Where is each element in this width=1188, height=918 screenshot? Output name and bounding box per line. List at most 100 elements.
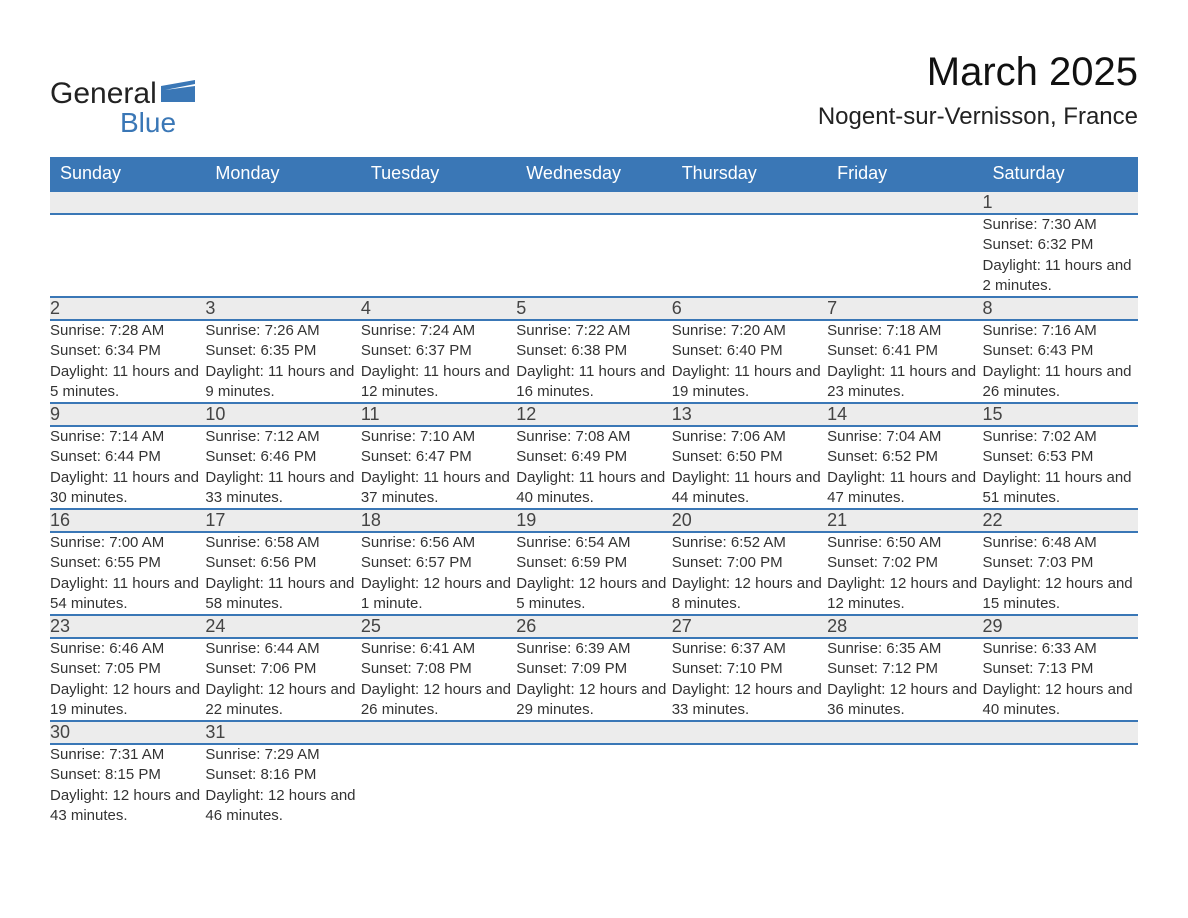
day-detail-cell: Sunrise: 7:04 AM Sunset: 6:52 PM Daylight:…	[827, 426, 982, 509]
sunset-line: Sunset: 6:57 PM	[361, 554, 472, 571]
daylight-line: Daylight: 12 hours and 22 minutes.	[205, 681, 355, 718]
day-number-cell	[50, 191, 205, 214]
day-number-cell	[672, 191, 827, 214]
sunrise-line: Sunrise: 6:46 AM	[50, 640, 164, 657]
daylight-line: Daylight: 11 hours and 51 minutes.	[983, 469, 1132, 506]
sunrise-line: Sunrise: 6:52 AM	[672, 534, 786, 551]
sunset-line: Sunset: 7:03 PM	[983, 554, 1094, 571]
sunrise-line: Sunrise: 6:48 AM	[983, 534, 1097, 551]
day-number-cell: 7	[827, 297, 982, 320]
weekday-header-row: SundayMondayTuesdayWednesdayThursdayFrid…	[50, 157, 1138, 191]
sunset-line: Sunset: 7:10 PM	[672, 660, 783, 677]
day-detail-cell: Sunrise: 7:31 AM Sunset: 8:15 PM Daylight:…	[50, 744, 205, 826]
daylight-line: Daylight: 12 hours and 5 minutes.	[516, 575, 666, 612]
daylight-line: Daylight: 12 hours and 29 minutes.	[516, 681, 666, 718]
sunset-line: Sunset: 6:44 PM	[50, 448, 161, 465]
sunrise-line: Sunrise: 7:02 AM	[983, 428, 1097, 445]
day-number-cell	[516, 191, 671, 214]
day-number-cell: 20	[672, 509, 827, 532]
sunset-line: Sunset: 7:02 PM	[827, 554, 938, 571]
sunrise-line: Sunrise: 6:41 AM	[361, 640, 475, 657]
day-detail-cell	[361, 214, 516, 297]
day-number-cell: 30	[50, 721, 205, 744]
sunset-line: Sunset: 6:38 PM	[516, 342, 627, 359]
weekday-header: Thursday	[672, 157, 827, 191]
daylight-line: Daylight: 11 hours and 2 minutes.	[983, 257, 1132, 294]
daylight-line: Daylight: 11 hours and 47 minutes.	[827, 469, 976, 506]
day-detail-cell	[983, 744, 1138, 826]
daylight-line: Daylight: 12 hours and 43 minutes.	[50, 787, 200, 824]
weekday-header: Sunday	[50, 157, 205, 191]
daylight-line: Daylight: 11 hours and 58 minutes.	[205, 575, 354, 612]
day-detail-cell: Sunrise: 7:08 AMSunset: 6:49 PMDaylight:…	[516, 426, 671, 509]
day-number-row: 16171819202122	[50, 509, 1138, 532]
sunrise-line: Sunrise: 7:20 AM	[672, 322, 786, 339]
daylight-line: Daylight: 11 hours and 5 minutes.	[50, 363, 199, 400]
day-number-cell: 24	[205, 615, 360, 638]
day-detail-cell: Sunrise: 6:41 AMSunset: 7:08 PMDaylight:…	[361, 638, 516, 721]
day-detail-cell: Sunrise: 6:35 AMSunset: 7:12 PMDaylight:…	[827, 638, 982, 721]
day-number-cell	[361, 721, 516, 744]
sunset-line: Sunset: 6:47 PM	[361, 448, 472, 465]
daylight-line: Daylight: 12 hours and 46 minutes.	[205, 787, 355, 824]
sunset-line: Sunset: 7:06 PM	[205, 660, 316, 677]
sunrise-line: Sunrise: 7:18 AM	[827, 322, 941, 339]
day-detail-row: Sunrise: 7:28 AMSunset: 6:34 PMDaylight:…	[50, 320, 1138, 403]
sunset-line: Sunset: 6:34 PM	[50, 342, 161, 359]
day-detail-cell: Sunrise: 6:50 AMSunset: 7:02 PMDaylight:…	[827, 532, 982, 615]
sunset-line: Sunset: 7:00 PM	[672, 554, 783, 571]
day-detail-cell	[50, 214, 205, 297]
sunrise-line: Sunrise: 7:12 AM	[205, 428, 319, 445]
sunrise-line: Sunrise: 6:39 AM	[516, 640, 630, 657]
sunrise-line: Sunrise: 6:33 AM	[983, 640, 1097, 657]
sunset-line: Sunset: 6:40 PM	[672, 342, 783, 359]
sunrise-line: Sunrise: 7:24 AM	[361, 322, 475, 339]
brand-word-2: Blue	[120, 107, 195, 139]
sunset-line: Sunset: 6:41 PM	[827, 342, 938, 359]
day-number-cell: 23	[50, 615, 205, 638]
page-title: March 2025	[818, 50, 1138, 95]
day-detail-cell	[361, 744, 516, 826]
day-detail-row: Sunrise: 7:00 AMSunset: 6:55 PMDaylight:…	[50, 532, 1138, 615]
sunrise-line: Sunrise: 6:56 AM	[361, 534, 475, 551]
sunset-line: Sunset: 6:35 PM	[205, 342, 316, 359]
sunrise-line: Sunrise: 7:29 AM	[205, 746, 319, 763]
sunrise-line: Sunrise: 7:31 AM	[50, 746, 164, 763]
daylight-line: Daylight: 11 hours and 54 minutes.	[50, 575, 199, 612]
day-number-row: 1	[50, 191, 1138, 214]
sunrise-line: Sunrise: 6:37 AM	[672, 640, 786, 657]
day-detail-cell	[827, 744, 982, 826]
day-number-cell: 4	[361, 297, 516, 320]
day-number-cell: 5	[516, 297, 671, 320]
day-detail-row: Sunrise: 6:46 AM Sunset: 7:05 PM Daylight:…	[50, 638, 1138, 721]
daylight-line: Daylight: 12 hours and 8 minutes.	[672, 575, 822, 612]
sunset-line: Sunset: 7:12 PM	[827, 660, 938, 677]
daylight-line: Daylight: 11 hours and 23 minutes.	[827, 363, 976, 400]
day-detail-cell	[205, 214, 360, 297]
sunset-line: Sunset: 7:05 PM	[50, 660, 161, 677]
daylight-line: Daylight: 12 hours and 12 minutes.	[827, 575, 977, 612]
sunset-line: Sunset: 6:52 PM	[827, 448, 938, 465]
day-detail-cell	[516, 744, 671, 826]
day-number-cell: 19	[516, 509, 671, 532]
day-number-cell: 15	[983, 403, 1138, 426]
daylight-line: Daylight: 12 hours and 1 minute.	[361, 575, 511, 612]
sunrise-line: Sunrise: 6:44 AM	[205, 640, 319, 657]
sunrise-line: Sunrise: 7:26 AM	[205, 322, 319, 339]
day-detail-cell: Sunrise: 7:22 AMSunset: 6:38 PMDaylight:…	[516, 320, 671, 403]
flag-icon	[161, 80, 195, 107]
day-detail-cell: Sunrise: 7:24 AMSunset: 6:37 PMDaylight:…	[361, 320, 516, 403]
sunset-line: Sunset: 6:53 PM	[983, 448, 1094, 465]
sunrise-line: Sunrise: 6:35 AM	[827, 640, 941, 657]
sunset-line: Sunset: 7:13 PM	[983, 660, 1094, 677]
daylight-line: Daylight: 11 hours and 26 minutes.	[983, 363, 1132, 400]
weekday-header: Friday	[827, 157, 982, 191]
day-number-cell	[827, 721, 982, 744]
day-number-cell	[361, 191, 516, 214]
day-number-cell: 25	[361, 615, 516, 638]
sunset-line: Sunset: 8:15 PM	[50, 766, 161, 783]
daylight-line: Daylight: 12 hours and 26 minutes.	[361, 681, 511, 718]
sunrise-line: Sunrise: 7:04 AM	[827, 428, 941, 445]
day-number-cell: 16	[50, 509, 205, 532]
day-number-cell	[983, 721, 1138, 744]
